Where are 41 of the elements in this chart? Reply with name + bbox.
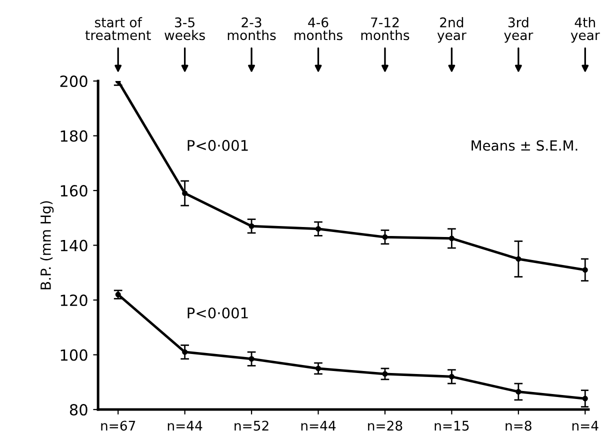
text: n=52 [234,420,268,431]
y-tick-label: 80 [70,404,88,416]
x-tick-label: 3-5 weeks [164,17,205,40]
text: n=4 [572,420,598,431]
y-tick-label: 120 [60,294,88,306]
point [448,374,454,380]
y-tick-label: 180 [60,130,88,142]
y-tick-label: 100 [60,349,88,361]
x-tick-label: start of treatment [85,17,151,40]
annotation: Means ± S.E.M. [472,140,578,151]
point [182,349,188,355]
point [248,223,254,229]
text: n=8 [506,420,532,431]
annotation: P<0·001 [188,140,248,151]
y-tick-label: 140 [60,240,88,252]
point [516,256,522,262]
text: n=44 [301,420,336,431]
point [315,226,322,232]
text: n=28 [368,420,402,431]
x-tick-label: 7-12 months [361,17,410,40]
y-axis-title: B.P. (mm Hg) [40,201,54,290]
point [182,190,188,196]
x-tick-label: 4-6 months [294,17,342,40]
point [315,366,322,372]
point [248,356,254,362]
point [382,371,388,377]
point [582,396,588,402]
y-tick-label: 160 [60,184,88,197]
point [516,388,522,395]
x-tick-label: 3rd year [504,17,534,43]
point [448,236,454,242]
x-tick-label: 2-3 months [228,17,276,40]
text: n=67 [101,420,136,431]
text: n=44 [168,420,202,431]
text: n=15 [434,420,469,431]
x-tick-label: 4th year [570,17,600,43]
y-tick-label: 200 [60,75,88,88]
annotation: P<0·001 [188,307,248,318]
point [582,267,588,273]
point [382,234,388,240]
x-tick-label: 2nd year [437,17,466,43]
